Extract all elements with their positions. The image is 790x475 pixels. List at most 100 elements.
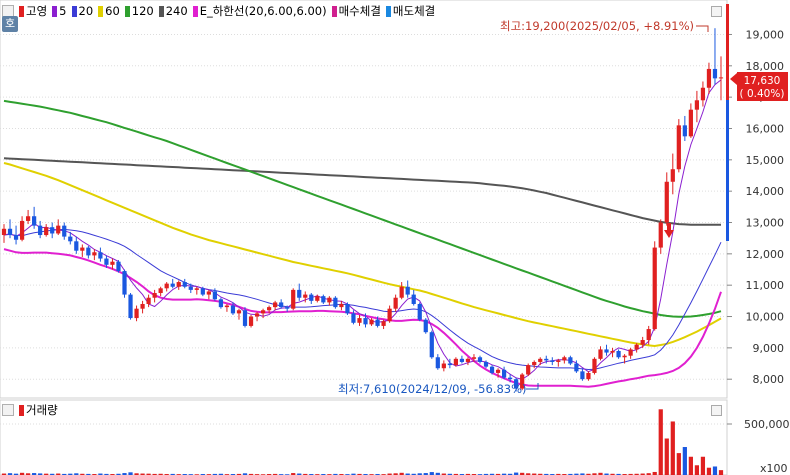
volume-bar: [333, 473, 338, 475]
legend-items: 고영 5 20 60 120 240 E_하한선(20,6.00,6.00) 매수체결 매도체결: [14, 3, 435, 19]
volume-bar: [556, 473, 561, 475]
candle-body: [339, 303, 344, 308]
stock-tab-button[interactable]: 호: [2, 16, 18, 32]
volume-bar: [80, 473, 85, 475]
volume-bar: [146, 473, 151, 475]
volume-bar: [170, 473, 175, 475]
buy-signal-icon: [664, 223, 674, 238]
legend-item-label[interactable]: 매수체결: [338, 4, 381, 18]
volume-bar: [122, 473, 127, 475]
legend-item-label[interactable]: 60: [105, 4, 120, 18]
candle-body: [206, 291, 211, 295]
candle-body: [13, 235, 19, 240]
volume-bar: [158, 473, 163, 475]
volume-bar: [128, 472, 133, 475]
candle-body: [194, 288, 199, 290]
legend-item-label[interactable]: E_하한선(20,6.00,6.00): [199, 4, 327, 18]
volume-checkbox[interactable]: [2, 404, 14, 416]
volume-bar: [495, 473, 501, 475]
price-pane[interactable]: [0, 0, 728, 399]
price-pane-close-button[interactable]: [711, 6, 722, 17]
last-change-label: ( 0.40%): [740, 88, 785, 100]
candle-body: [562, 357, 567, 361]
legend-item-label[interactable]: 매도체결: [392, 4, 436, 18]
candle-body: [25, 216, 31, 221]
volume-bar: [532, 473, 537, 475]
volume-bar: [441, 473, 446, 475]
volume-bar: [74, 473, 79, 475]
legend-item-label[interactable]: 고영: [26, 4, 48, 18]
candle-body: [441, 363, 446, 369]
volume-bar: [508, 473, 513, 475]
volume-bar: [616, 473, 621, 475]
volume-bar: [50, 473, 55, 475]
last-price-label: 17,630: [744, 75, 781, 87]
volume-bar: [273, 473, 278, 475]
candle-body: [429, 332, 434, 358]
legend-item-label[interactable]: 120: [131, 4, 154, 18]
legend-swatch: [158, 6, 164, 17]
candle-body: [56, 225, 61, 234]
volume-bar: [634, 473, 639, 475]
candle-body: [170, 283, 175, 287]
ma-line-20: [3, 228, 722, 371]
volume-pane-close-button[interactable]: [711, 405, 722, 416]
legend-item-label[interactable]: 240: [165, 4, 188, 18]
volume-bar: [604, 473, 609, 475]
legend-item-label[interactable]: 20: [78, 4, 94, 18]
high-annotation: 최고:19,200(2025/02/05, +8.91%): [500, 19, 694, 33]
price-tick-label: 19,000: [746, 28, 785, 41]
candle-body: [489, 366, 495, 373]
volume-bar: [538, 473, 543, 475]
candle-body: [387, 308, 392, 322]
candle-body: [411, 294, 416, 304]
price-tick-label: 13,000: [746, 217, 785, 230]
candle-body: [483, 361, 489, 367]
candle-body: [86, 247, 91, 256]
candle-body: [363, 318, 368, 325]
volume-bar: [19, 472, 25, 475]
candle-body: [520, 374, 525, 389]
candle-body: [267, 307, 272, 311]
candle-body: [104, 258, 109, 265]
candle-body: [146, 297, 151, 304]
volume-bar: [405, 473, 410, 475]
volume-pane[interactable]: [0, 399, 728, 475]
candle-body: [706, 68, 712, 88]
candle-body: [658, 222, 663, 248]
candle-body: [544, 358, 549, 361]
candle-body: [453, 358, 458, 366]
moving-average-lines: [3, 79, 722, 388]
price-tick-label: 16,000: [746, 122, 785, 135]
candle-body: [556, 360, 561, 362]
candle-body: [465, 358, 471, 362]
candle-body: [664, 181, 669, 223]
ma-line-5: [3, 79, 722, 380]
volume-bar: [526, 473, 531, 475]
legend-swatch: [71, 6, 77, 17]
candlesticks: [1, 28, 724, 392]
candle-body: [327, 297, 332, 303]
volume-bar: [291, 473, 296, 475]
high-pointer-icon: [696, 25, 709, 32]
volume-bar: [25, 473, 31, 475]
candle-body: [140, 303, 145, 309]
ma-line-240: [3, 157, 721, 226]
candle-body: [459, 358, 465, 362]
candle-body: [616, 350, 621, 358]
candle-body: [688, 109, 693, 137]
candle-body: [218, 299, 224, 308]
candle-body: [134, 308, 139, 319]
candle-body: [122, 271, 127, 295]
candle-body: [44, 227, 49, 236]
volume-bar: [56, 473, 61, 475]
volume-bar: [98, 473, 103, 475]
candle-body: [68, 236, 73, 242]
candle-body: [592, 358, 597, 373]
candle-body: [80, 247, 85, 251]
legend-item-label[interactable]: 5: [59, 4, 67, 18]
candle-body: [670, 169, 675, 182]
volume-bar: [387, 473, 392, 475]
volume-bar: [694, 465, 700, 475]
volume-tick-label: 500,000: [744, 418, 790, 431]
